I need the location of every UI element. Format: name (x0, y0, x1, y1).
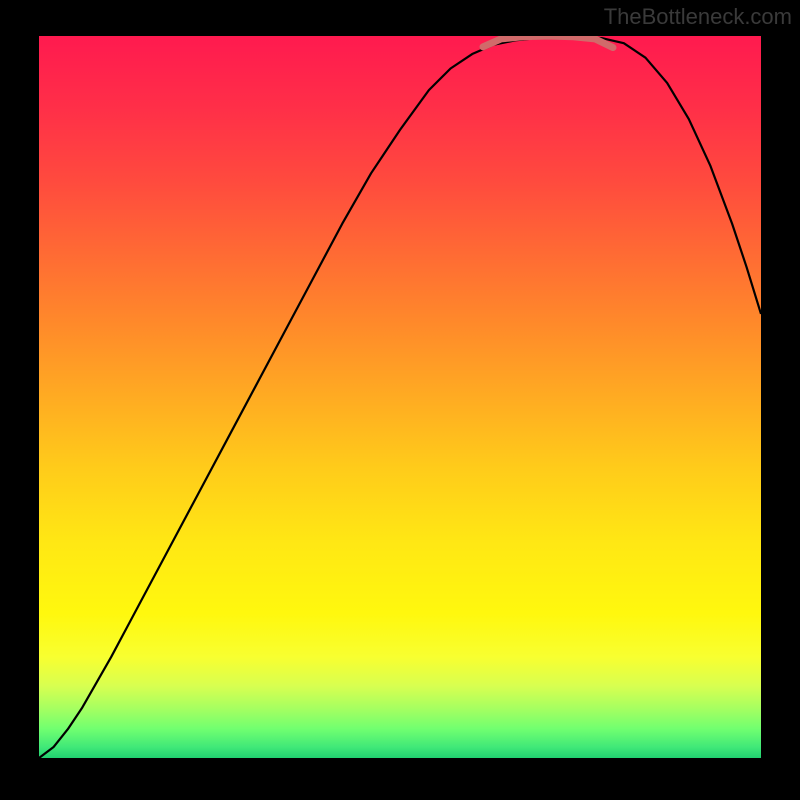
plot-svg (39, 36, 761, 758)
attribution-label: TheBottleneck.com (604, 4, 792, 30)
plot-area (39, 36, 761, 758)
gradient-background (39, 36, 761, 758)
canvas: TheBottleneck.com (0, 0, 800, 800)
